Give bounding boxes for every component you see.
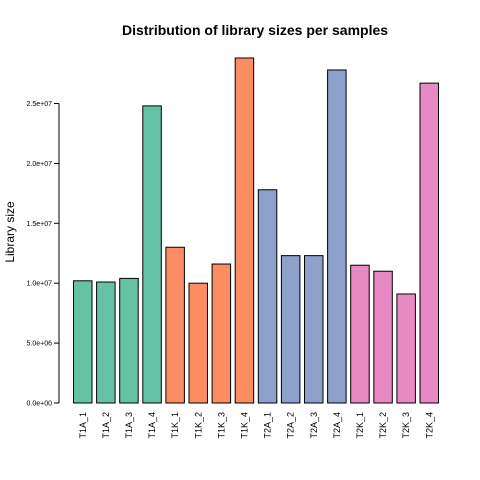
bar-t2a-2 — [280, 255, 301, 404]
bars-group — [73, 57, 439, 404]
bar-t2k-2 — [373, 270, 393, 404]
x-tick-label: T1A_1 — [78, 412, 88, 439]
x-tick-label: T1K_1 — [170, 412, 180, 439]
x-tick-label: T2A_4 — [332, 412, 342, 439]
bar-t1a-1 — [73, 280, 93, 404]
chart-title: Distribution of library sizes per sample… — [122, 22, 388, 38]
bar-t1k-4 — [234, 57, 255, 404]
bar-t1a-4 — [142, 105, 162, 404]
y-axis-label: Library size — [3, 201, 17, 263]
bar-t1a-2 — [96, 281, 116, 404]
y-axis: 0.0e+00 5.0e+06 1.0e+07 1.5e+07 2.0e+07 2.5e+… — [27, 101, 60, 408]
bar-t1k-2 — [188, 282, 208, 404]
y-tick-label: 2.5e+07 — [27, 101, 53, 108]
bar-t2k-4 — [419, 82, 439, 404]
y-tick-label: 2.0e+07 — [27, 161, 53, 168]
y-tick-label: 1.5e+07 — [27, 221, 53, 228]
x-tick-label: T2A_2 — [286, 412, 296, 439]
x-tick-label: T2A_3 — [309, 412, 319, 439]
x-tick-label: T2K_4 — [424, 412, 434, 439]
x-tick-label: T1K_4 — [239, 412, 249, 439]
x-tick-label: T1K_2 — [193, 412, 203, 439]
x-tick-label: T2A_1 — [263, 412, 273, 439]
x-tick-label: T1K_3 — [216, 412, 226, 439]
x-tick-label: T2K_1 — [355, 412, 365, 439]
bar-t2a-1 — [257, 189, 278, 404]
bar-t1k-3 — [211, 263, 232, 404]
bar-t1k-1 — [165, 246, 185, 404]
x-tick-label: T1A_4 — [147, 412, 157, 439]
bar-t2k-1 — [350, 264, 370, 404]
bar-t2a-3 — [304, 255, 324, 404]
bar-t1a-3 — [119, 277, 139, 404]
x-axis-labels: T1A_1 T1A_2 T1A_3 T1A_4 T1K_1 T1K_2 T1K_3 T1K_4… — [78, 412, 435, 439]
y-tick-label: 5.0e+06 — [27, 341, 53, 348]
x-tick-label: T1A_2 — [101, 412, 111, 439]
x-tick-label: T2K_2 — [378, 412, 388, 439]
y-tick-label: 0.0e+00 — [27, 401, 53, 408]
x-tick-label: T2K_3 — [401, 412, 411, 439]
bar-t2k-3 — [396, 293, 416, 404]
y-tick-label: 1.0e+07 — [27, 281, 53, 288]
bar-t2a-4 — [327, 69, 347, 404]
x-tick-label: T1A_3 — [124, 412, 134, 439]
